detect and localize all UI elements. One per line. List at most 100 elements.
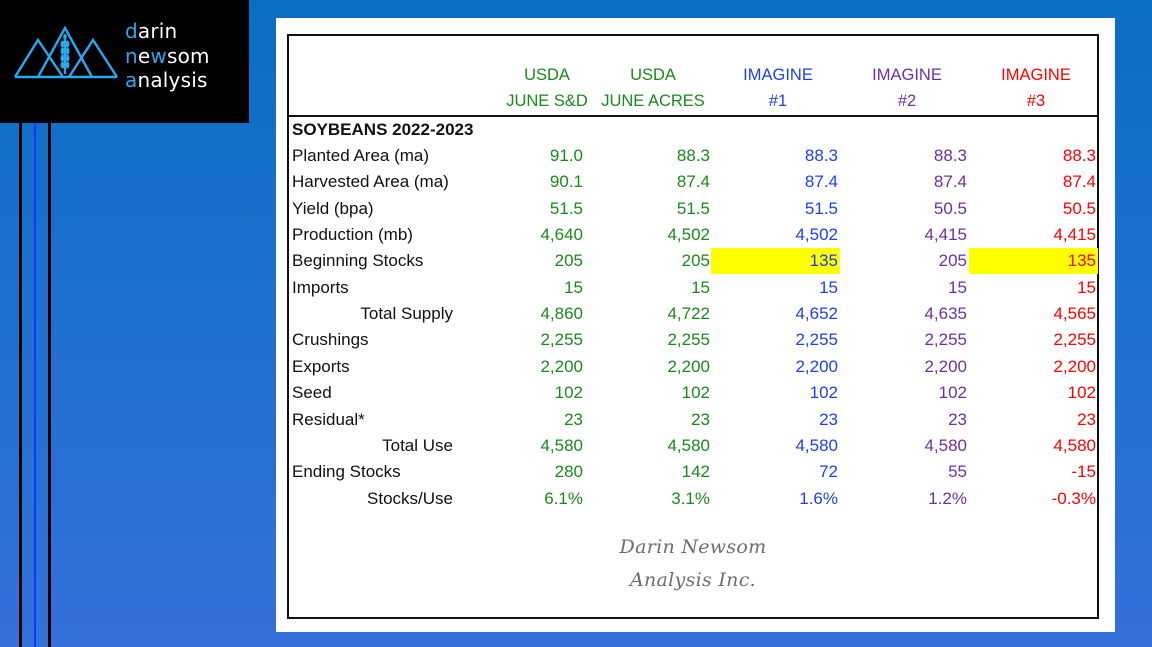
decor-line-right xyxy=(48,0,51,647)
table-cell-imagine1: 135 xyxy=(711,248,840,275)
table-cell-imagine2: 4,635 xyxy=(924,304,967,324)
table-cell-usda: 205 xyxy=(554,251,583,271)
table-cell-imagine2: 4,580 xyxy=(924,435,967,455)
table-cell-imagine1: 4,502 xyxy=(795,225,838,245)
row-label: Beginning Stocks xyxy=(292,251,424,271)
row-label: Harvested Area (ma) xyxy=(292,172,449,192)
signature-line-1: Darin Newsom xyxy=(619,536,767,558)
logo-accent-letter: d xyxy=(125,19,138,43)
row-label: Ending Stocks xyxy=(292,462,401,482)
table-cell-usda: 2,200 xyxy=(667,356,710,376)
table-cell-usda: 51.5 xyxy=(549,198,583,218)
table-cell-usda: 3.1% xyxy=(671,488,710,508)
logo-line-analysis: analysis xyxy=(125,68,210,93)
table-cell-usda: 23 xyxy=(691,409,710,429)
table-cell-imagine1: 2,200 xyxy=(795,356,838,376)
table-cell-usda: 4,640 xyxy=(540,225,583,245)
table-cell-imagine2: 2,255 xyxy=(924,330,967,350)
table-cell-imagine3: 15 xyxy=(1077,277,1096,297)
table-cell-imagine3: -15 xyxy=(1071,462,1096,482)
column-header-2-line1: USDA xyxy=(630,66,676,84)
table-cell-imagine2: 87.4 xyxy=(933,172,967,192)
supply-demand-table: USDA JUNE S&D USDA JUNE ACRES IMAGINE #1 IMAGI… xyxy=(287,34,1099,619)
row-label: Yield (bpa) xyxy=(292,198,374,218)
table-cell-usda: 4,860 xyxy=(540,304,583,324)
table-cell-usda: 102 xyxy=(681,383,710,403)
column-header-4-line1: IMAGINE xyxy=(872,66,942,84)
table-cell-usda: 4,502 xyxy=(667,225,710,245)
table-cell-imagine3: -0.3% xyxy=(1051,488,1096,508)
table-cell-usda: 2,200 xyxy=(540,356,583,376)
column-header-3-line1: IMAGINE xyxy=(743,66,813,84)
column-header-3-line2: #1 xyxy=(768,92,788,110)
column-header-5-line2: #3 xyxy=(1026,92,1046,110)
table-cell-imagine3: 23 xyxy=(1077,409,1096,429)
table-cell-imagine3: 4,580 xyxy=(1053,435,1096,455)
table-cell-usda: 4,722 xyxy=(667,304,710,324)
logo-wordmark: darin newsom analysis xyxy=(125,19,210,93)
table-cell-imagine1: 23 xyxy=(819,409,838,429)
row-label: Crushings xyxy=(292,330,369,350)
table-cell-imagine2: 55 xyxy=(948,462,967,482)
table-cell-imagine1: 1.6% xyxy=(799,488,838,508)
table-cell-usda: 280 xyxy=(554,462,583,482)
column-header-1-line2: JUNE S&D xyxy=(506,92,588,110)
row-label: Seed xyxy=(292,383,332,403)
header-divider xyxy=(289,115,1097,117)
table-cell-usda: 102 xyxy=(554,383,583,403)
table-cell-imagine1: 87.4 xyxy=(804,172,838,192)
logo-text-part: som xyxy=(166,43,210,68)
table-cell-usda: 4,580 xyxy=(667,435,710,455)
table-cell-imagine2: 15 xyxy=(948,277,967,297)
row-label: Total Use xyxy=(382,435,453,455)
logo-line-newsom: newsom xyxy=(125,44,210,69)
table-cell-usda: 6.1% xyxy=(544,488,583,508)
column-header-4-line2: #2 xyxy=(897,92,917,110)
logo-line-darin: darin xyxy=(125,19,210,44)
logo-text-part: e xyxy=(137,43,151,68)
table-cell-usda: 90.1 xyxy=(549,172,583,192)
column-header-2-line2: JUNE ACRES xyxy=(601,92,705,110)
table-cell-imagine1: 2,255 xyxy=(795,330,838,350)
table-cell-imagine3: 87.4 xyxy=(1062,172,1096,192)
table-cell-imagine1: 51.5 xyxy=(804,198,838,218)
table-cell-imagine2: 23 xyxy=(948,409,967,429)
mountains-wheat-icon xyxy=(13,25,119,79)
row-label: Production (mb) xyxy=(292,225,413,245)
section-title: SOYBEANS 2022-2023 xyxy=(292,120,474,139)
table-cell-usda: 2,255 xyxy=(540,330,583,350)
table-cell-imagine1: 72 xyxy=(819,462,838,482)
table-cell-imagine3: 4,415 xyxy=(1053,225,1096,245)
table-cell-usda: 91.0 xyxy=(549,146,583,165)
row-label: Planted Area (ma) xyxy=(292,146,430,165)
table-cell-imagine2: 1.2% xyxy=(928,488,967,508)
slide-panel: USDA JUNE S&D USDA JUNE ACRES IMAGINE #1 IMAGI… xyxy=(276,18,1115,632)
table-cell-imagine3: 102 xyxy=(1067,383,1096,403)
table-cell-imagine2: 2,200 xyxy=(924,356,967,376)
table-cell-imagine3: 4,565 xyxy=(1053,304,1096,324)
table-cell-usda: 88.3 xyxy=(676,146,710,165)
table-cell-imagine2: 88.3 xyxy=(933,146,967,165)
table-cell-usda: 87.4 xyxy=(676,172,710,192)
table-cell-imagine3: 135 xyxy=(969,248,1098,275)
table-cell-imagine3: 88.3 xyxy=(1062,146,1096,165)
table-cell-usda: 15 xyxy=(691,277,710,297)
table-cell-usda: 142 xyxy=(681,462,710,482)
table-cell-usda: 51.5 xyxy=(676,198,710,218)
decor-line-middle xyxy=(34,0,36,647)
table-cell-imagine2: 50.5 xyxy=(933,198,967,218)
table-cell-usda: 15 xyxy=(564,277,583,297)
logo-text-part: nalysis xyxy=(137,68,208,92)
table-cell-imagine2: 102 xyxy=(938,383,967,403)
table-cell-usda: 23 xyxy=(564,409,583,429)
table-cell-imagine3: 50.5 xyxy=(1062,198,1096,218)
logo-text-part: arin xyxy=(137,19,178,43)
logo: darin newsom analysis xyxy=(0,0,249,123)
logo-accent-letter: a xyxy=(125,68,138,92)
logo-accent-letter: w xyxy=(150,43,167,68)
signature-line-2: Analysis Inc. xyxy=(629,569,757,591)
table-cell-imagine1: 4,652 xyxy=(795,304,838,324)
table-cell-imagine2: 205 xyxy=(938,251,967,271)
table-cell-imagine1: 88.3 xyxy=(804,146,838,165)
table-cell-imagine3: 2,200 xyxy=(1053,356,1096,376)
